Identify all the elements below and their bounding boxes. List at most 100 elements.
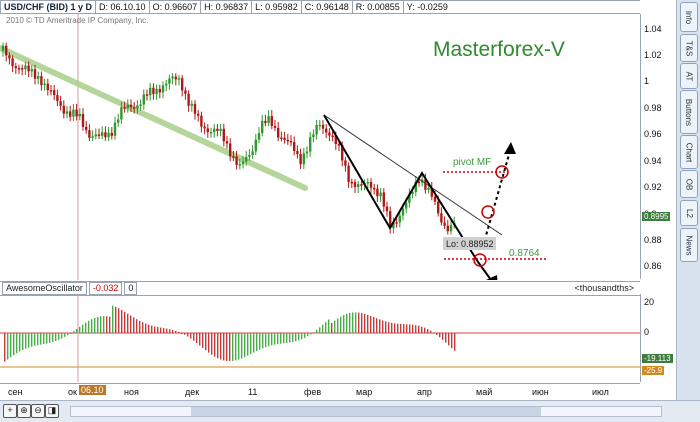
brand-watermark: Masterforex-V	[433, 38, 565, 61]
zoom-in-icon[interactable]: ⊕	[17, 404, 31, 418]
candle-body	[417, 181, 421, 184]
price-tick: 0.88	[644, 235, 662, 245]
oscillator-bar	[271, 333, 273, 346]
oscillator-bar	[358, 312, 360, 333]
zigzag-line	[323, 114, 479, 263]
break-circle	[481, 205, 495, 219]
oscillator-bar	[433, 332, 435, 334]
cursor-date-label: 06.10	[79, 385, 106, 395]
candle-body	[389, 211, 392, 229]
candle-body	[277, 127, 280, 138]
oscillator-bar	[448, 333, 450, 346]
candle-body	[69, 111, 72, 117]
range-label: R: 0.00855	[351, 0, 403, 14]
candle-body	[213, 128, 216, 133]
time-label: май	[476, 387, 493, 397]
candle-body	[251, 151, 254, 155]
candle-body	[264, 120, 267, 124]
candle-body	[21, 68, 24, 70]
change-label: Y: -0.0259	[402, 0, 451, 14]
right-tab[interactable]: L2	[680, 200, 698, 226]
oscillator-bar	[397, 323, 399, 333]
symbol-label[interactable]: USD/CHF (BID) 1 y D	[0, 0, 96, 14]
candle-body	[152, 87, 155, 95]
candle-body	[286, 139, 289, 142]
candle-body	[449, 224, 453, 232]
candle-body	[321, 124, 325, 129]
oscillator-bar	[379, 319, 381, 333]
candle-body	[161, 85, 165, 93]
price-tick: 1.02	[644, 50, 662, 60]
right-tab[interactable]: OB	[680, 170, 698, 198]
crosshair-icon[interactable]: +	[3, 404, 17, 418]
candle-body	[181, 78, 184, 91]
right-tab[interactable]: News	[680, 228, 698, 262]
oscillator-chart[interactable]	[0, 294, 640, 382]
candle-body	[267, 116, 270, 124]
candle-body	[197, 113, 200, 116]
oscillator-bar	[151, 325, 153, 333]
candle-body	[14, 66, 17, 69]
time-axis[interactable]: сен ок ноя дек 11 фев мар апр май июн июл 06.10	[0, 383, 640, 400]
candle-body	[273, 125, 277, 128]
price-tick: 0.96	[644, 129, 662, 139]
right-tab[interactable]: Info	[680, 2, 698, 32]
candle-body	[318, 124, 321, 127]
price-axis[interactable]: 1.041.0210.980.960.940.920.90.880.860.89…	[640, 14, 677, 279]
oscillator-bar	[136, 319, 138, 333]
oscillator-bar	[85, 322, 87, 333]
candle-body	[27, 65, 30, 72]
candle-body	[254, 139, 257, 152]
oscillator-name[interactable]: AwesomeOscillator	[2, 282, 87, 295]
oscillator-bar	[370, 315, 372, 333]
oscillator-bar	[331, 322, 333, 333]
candle-body	[85, 126, 88, 131]
candle-body	[446, 225, 449, 232]
oscillator-bar	[334, 320, 336, 333]
oscillator-bar	[211, 333, 213, 355]
scrollbar-thumb[interactable]	[191, 407, 541, 416]
candle-body	[395, 222, 398, 224]
candle-body	[293, 142, 296, 152]
right-tab[interactable]: Chart	[680, 135, 698, 169]
candle-body	[222, 128, 225, 142]
oscillator-bar	[325, 322, 327, 333]
oscillator-bar	[25, 333, 27, 349]
time-label: дек	[185, 387, 200, 397]
candle-body	[219, 128, 222, 131]
oscillator-bar	[430, 330, 432, 333]
oscillator-bar	[352, 312, 354, 333]
horizontal-scrollbar[interactable]	[70, 406, 662, 417]
candle-body	[17, 68, 21, 70]
oscillator-bar	[277, 333, 279, 345]
right-toolbar: Info T&S AT Buttons Chart OB L2 News	[676, 0, 700, 400]
down-arrow-head	[486, 275, 498, 280]
candle-body	[408, 193, 411, 203]
price-chart[interactable]: pivot MF Lo: 0.88952 0.8764	[0, 14, 640, 280]
candle-body	[149, 87, 152, 96]
oscillator-bar	[55, 333, 57, 342]
pan-icon[interactable]: ◨	[45, 404, 59, 418]
oscillator-bar	[106, 316, 108, 333]
oscillator-bar	[229, 333, 231, 362]
oscillator-bar	[322, 324, 324, 333]
right-tab[interactable]: AT	[680, 63, 698, 89]
oscillator-bar	[124, 311, 126, 333]
candle-body	[104, 132, 107, 138]
oscillator-bar	[187, 333, 189, 337]
oscillator-bar	[388, 322, 390, 333]
oscillator-bar	[304, 333, 306, 338]
zoom-out-icon[interactable]: ⊖	[31, 404, 45, 418]
oscillator-bar	[208, 333, 210, 353]
oscillator-bar	[190, 333, 192, 339]
right-tab[interactable]: Buttons	[680, 90, 698, 134]
candle-body	[376, 188, 379, 197]
right-tab[interactable]: T&S	[680, 34, 698, 62]
quote-header: USD/CHF (BID) 1 y D D: 06.10.10 O: 0.966…	[0, 0, 640, 14]
target-circle	[473, 253, 487, 267]
time-label: июн	[532, 387, 549, 397]
oscillator-bar	[274, 333, 276, 345]
up-arrow-head	[504, 142, 516, 154]
oscillator-header: AwesomeOscillator -0.032 0 <thousandths>	[0, 281, 640, 296]
oscillator-bar	[139, 320, 141, 333]
